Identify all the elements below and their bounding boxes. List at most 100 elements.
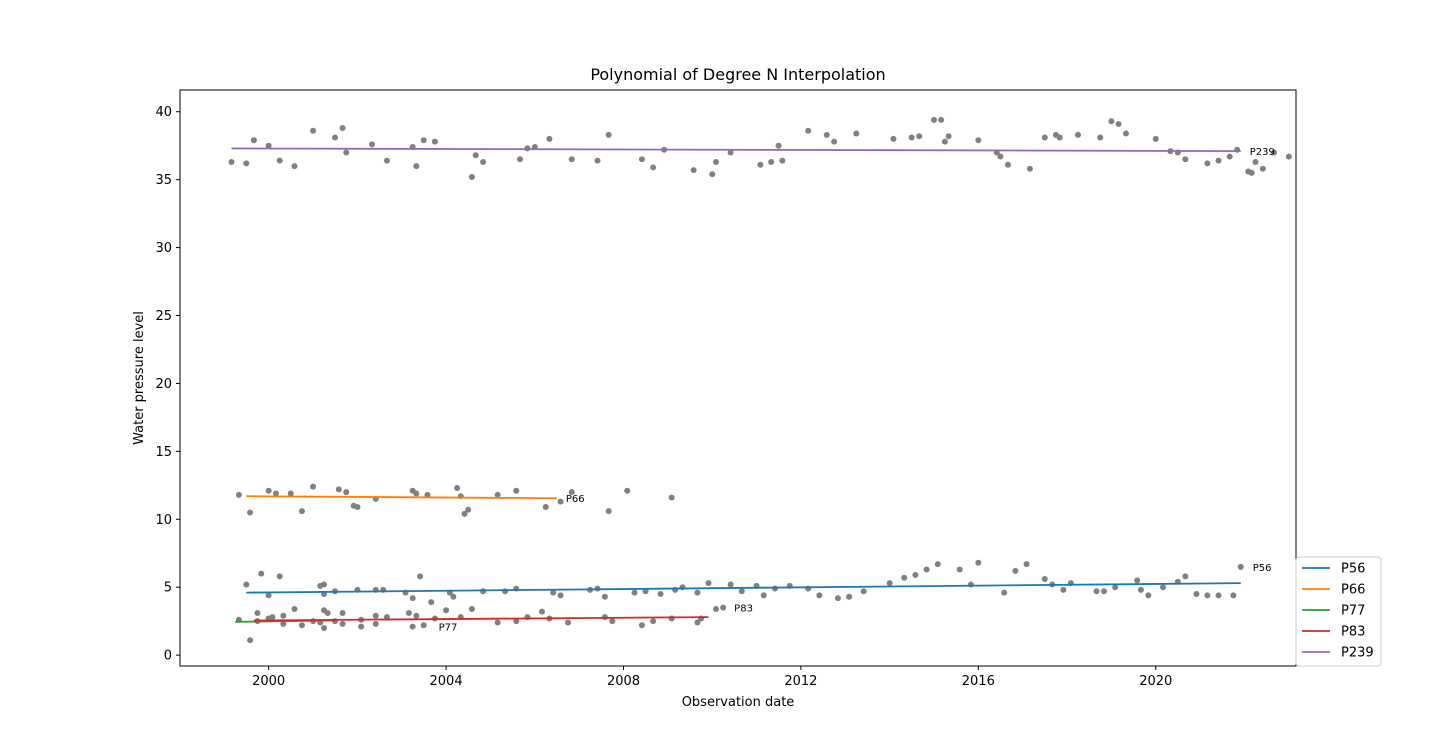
data-point-p83 <box>609 618 616 625</box>
data-point-p56 <box>1193 591 1200 597</box>
data-point-p239 <box>243 160 250 167</box>
data-point-p239 <box>1248 169 1255 176</box>
data-point-p66 <box>605 508 612 515</box>
data-point-p56 <box>417 573 424 580</box>
data-point-p239 <box>568 156 575 163</box>
data-point-p239 <box>383 157 390 164</box>
data-point-p83 <box>443 607 450 614</box>
data-point-p239 <box>291 163 298 170</box>
fit-lines <box>231 147 1241 623</box>
data-point-p83 <box>324 610 331 617</box>
data-point-p56 <box>956 566 963 573</box>
data-point-p83 <box>339 610 346 617</box>
data-point-p66 <box>413 490 420 497</box>
y-tick-label: 40 <box>155 105 172 120</box>
data-point-p239 <box>975 137 982 144</box>
data-point-p56 <box>771 585 778 592</box>
legend-label-p66: P66 <box>1341 583 1365 598</box>
fit-line-p66 <box>246 495 557 500</box>
data-point-p83 <box>539 608 546 615</box>
y-tick-label: 15 <box>155 445 172 460</box>
data-point-p56 <box>631 589 638 596</box>
data-point-p56 <box>886 580 893 587</box>
data-point-p239 <box>775 142 782 149</box>
data-point-p56 <box>727 581 734 588</box>
data-point-p56 <box>705 580 712 587</box>
data-point-p239 <box>1108 118 1115 125</box>
data-point-p77 <box>298 622 305 629</box>
scatter-points <box>228 116 1292 644</box>
data-point-p66 <box>465 506 472 513</box>
data-point-p56 <box>557 592 564 599</box>
data-point-p239 <box>276 157 283 164</box>
data-point-p239 <box>368 141 375 148</box>
x-tick-label: 2008 <box>607 674 640 689</box>
data-point-p66 <box>265 487 272 494</box>
y-tick-label: 35 <box>155 173 172 188</box>
data-point-p239 <box>265 142 272 149</box>
data-point-p83 <box>468 605 475 612</box>
data-point-p56 <box>1145 592 1152 599</box>
data-point-p56 <box>1012 567 1019 574</box>
data-point-p239 <box>1056 134 1063 141</box>
data-point-p239 <box>1215 157 1222 164</box>
end-label-p56: P56 <box>1253 563 1272 574</box>
data-point-p239 <box>431 138 438 145</box>
data-point-p239 <box>1115 120 1122 127</box>
data-point-p66 <box>287 490 294 497</box>
data-point-p66 <box>624 487 631 494</box>
data-point-p239 <box>768 159 775 165</box>
data-point-p56 <box>1112 584 1119 591</box>
data-point-p56 <box>1160 584 1167 591</box>
data-point-p66 <box>454 485 461 492</box>
y-axis-label: Water pressure level <box>132 311 147 445</box>
x-tick-label: 2016 <box>962 674 995 689</box>
data-point-p77 <box>358 623 365 630</box>
data-point-p239 <box>1226 153 1233 160</box>
data-point-p66 <box>542 504 549 511</box>
fit-line-p239 <box>231 147 1241 153</box>
data-point-p66 <box>335 486 342 493</box>
data-point-p83 <box>372 612 379 619</box>
data-point-p56 <box>642 588 649 595</box>
data-point-p56 <box>265 592 272 599</box>
data-point-p239 <box>727 149 734 156</box>
data-point-p66 <box>424 491 431 498</box>
data-point-p66 <box>272 490 279 497</box>
data-point-p239 <box>779 157 786 164</box>
legend: P56 P66 P77 P83 P239 <box>1295 556 1382 667</box>
data-point-p56 <box>760 592 767 599</box>
data-point-p77 <box>409 623 416 630</box>
data-point-p56 <box>901 574 908 581</box>
data-point-p239 <box>228 159 235 165</box>
data-point-p56 <box>816 592 823 599</box>
data-point-p83 <box>494 619 501 626</box>
end-label-p66: P66 <box>566 494 585 505</box>
fit-line-p83 <box>253 616 709 622</box>
data-point-p239 <box>250 137 257 144</box>
data-point-p77 <box>247 637 254 644</box>
x-tick-label: 2020 <box>1139 674 1172 689</box>
data-point-p66 <box>298 508 305 515</box>
x-tick-label: 2000 <box>252 674 285 689</box>
data-point-p83 <box>280 612 287 619</box>
data-point-p66 <box>668 494 675 501</box>
data-point-p239 <box>1041 134 1048 141</box>
data-point-p56 <box>846 593 853 600</box>
data-point-p56 <box>428 599 435 606</box>
data-point-p66 <box>513 487 520 494</box>
data-point-p83 <box>254 610 261 617</box>
data-point-p66 <box>461 510 468 517</box>
data-point-p83 <box>720 604 727 611</box>
data-point-p83 <box>713 605 720 612</box>
data-point-p239 <box>1204 160 1211 167</box>
data-point-p239 <box>823 131 830 138</box>
legend-label-p83: P83 <box>1341 625 1365 640</box>
data-point-p77 <box>280 620 287 627</box>
data-point-p239 <box>1026 165 1033 172</box>
fit-line-p56 <box>246 582 1241 594</box>
data-point-p83 <box>413 612 420 619</box>
data-point-p239 <box>1004 161 1011 168</box>
data-point-p56 <box>912 571 919 578</box>
